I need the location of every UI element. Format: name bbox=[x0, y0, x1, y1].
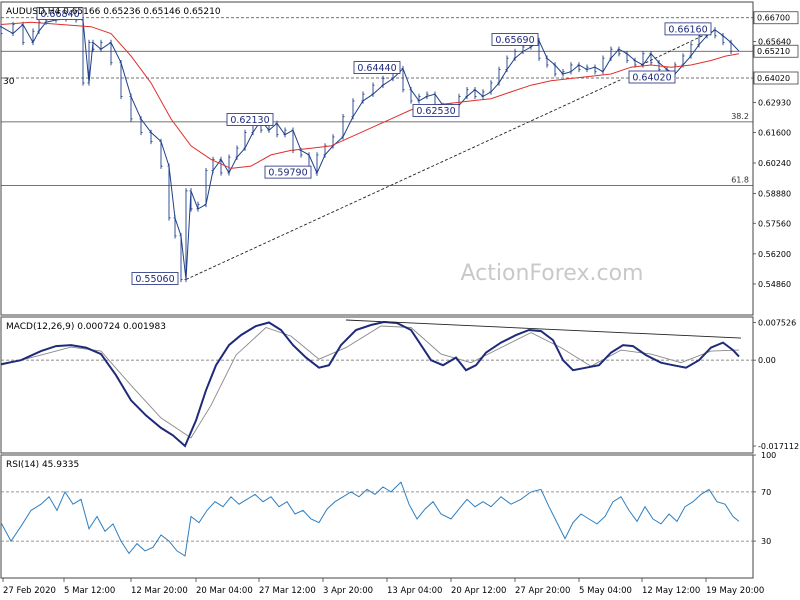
axis-price-badge-2: 0.64020 bbox=[753, 71, 799, 85]
axis-badge-text: 0.64020 bbox=[757, 74, 790, 83]
x-tick-label-9: 5 May 04:00 bbox=[579, 586, 632, 596]
rsi-tick-label-2: 30 bbox=[761, 537, 771, 546]
rsi-tick-label-0: 100 bbox=[761, 451, 776, 460]
x-tick-label-4: 27 Mar 12:00 bbox=[259, 586, 316, 596]
price-line bbox=[0, 14, 740, 280]
axis-badge-text: 0.65210 bbox=[757, 47, 790, 56]
price-label-4: 0.64440 bbox=[353, 61, 401, 74]
price-label-0: 0.66840 bbox=[36, 7, 84, 20]
price-label-box bbox=[664, 22, 712, 36]
axis-badge-box bbox=[753, 44, 799, 58]
price-label-6: 0.65690 bbox=[491, 33, 539, 46]
price-label-7: 0.64020 bbox=[628, 70, 676, 84]
price-label-8: 0.66160 bbox=[664, 22, 712, 36]
price-label-box bbox=[131, 272, 179, 285]
macd-layer bbox=[0, 319, 753, 448]
price-label-text: 0.55060 bbox=[135, 274, 174, 285]
x-tick-label-5: 3 Apr 20:00 bbox=[323, 586, 373, 596]
macd-tick-label-1: 0.00 bbox=[758, 356, 776, 365]
x-tick-label-1: 5 Mar 12:00 bbox=[64, 586, 115, 596]
x-tick-label-7: 20 Apr 12:00 bbox=[451, 586, 506, 596]
trendline-1 bbox=[640, 29, 716, 66]
price-label-text: 0.62130 bbox=[230, 115, 269, 126]
x-tick-label-10: 12 May 12:00 bbox=[642, 586, 700, 596]
x-tick-label-8: 27 Apr 20:00 bbox=[515, 586, 570, 596]
fib-label-3: 38.2 bbox=[731, 112, 749, 121]
price-label-text: 0.64020 bbox=[632, 73, 671, 84]
price-tick-label-7: 0.57560 bbox=[758, 219, 791, 228]
macd-signal-line bbox=[0, 325, 740, 439]
macd-panel-title: MACD(12,26,9) 0.000724 0.001983 bbox=[6, 322, 166, 332]
price-label-5: 0.62530 bbox=[412, 104, 460, 117]
price-label-box bbox=[412, 104, 460, 117]
macd-panel-frame bbox=[0, 316, 754, 454]
price-tick-label-9: 0.54860 bbox=[758, 280, 791, 289]
price-label-text: 0.59790 bbox=[268, 168, 307, 179]
rsi-layer bbox=[0, 481, 753, 557]
x-tick-label-2: 12 Mar 20:00 bbox=[131, 586, 188, 596]
price-label-box bbox=[36, 7, 84, 20]
axis-badge-text: 0.66700 bbox=[757, 14, 790, 23]
price-label-text: 0.66840 bbox=[40, 9, 79, 20]
price-label-box bbox=[264, 165, 312, 179]
price-label-1: 0.55060 bbox=[131, 272, 179, 285]
rsi-line bbox=[0, 481, 740, 557]
macd-tick-label-0: 0.007526 bbox=[758, 318, 796, 327]
fib-label-4: 61.8 bbox=[731, 175, 749, 184]
price-label-2: 0.62130 bbox=[226, 113, 274, 126]
price-label-3: 0.59790 bbox=[264, 165, 312, 179]
price-label-text: 0.65690 bbox=[495, 35, 534, 46]
axis-price-badge-1: 0.65210 bbox=[753, 44, 799, 58]
axis-badge-box bbox=[753, 11, 799, 25]
axis-badge-box bbox=[753, 71, 799, 85]
axis-layer: 0.66700 0.65640 0.64020 0.62930 0.61600 0.602… bbox=[2, 11, 799, 596]
rsi-panel-title: RSI(14) 45.9335 bbox=[6, 460, 79, 470]
price-layer: 38.2 61.8 0.66840 0.55060 0.62130 0.59790 0.64… bbox=[0, 7, 753, 285]
axis-price-badge-0: 0.66700 bbox=[753, 11, 799, 25]
price-label-text: 0.66160 bbox=[668, 24, 707, 35]
x-tick-label-0: 27 Feb 2020 bbox=[3, 586, 56, 596]
x-tick-label-3: 20 Mar 04:00 bbox=[196, 586, 253, 596]
macd-trendline bbox=[345, 319, 742, 339]
price-label-box bbox=[353, 61, 401, 74]
price-tick-label-5: 0.60240 bbox=[758, 159, 791, 168]
price-label-text: 0.62530 bbox=[416, 106, 455, 117]
price-label-box bbox=[226, 113, 274, 126]
price-label-box bbox=[491, 33, 539, 46]
rsi-tick-label-1: 70 bbox=[761, 488, 771, 497]
moving-average-line bbox=[0, 21, 740, 169]
price-tick-label-6: 0.58880 bbox=[758, 190, 791, 199]
price-label-text: 0.64440 bbox=[357, 63, 396, 74]
watermark: ActionForex.com bbox=[461, 261, 644, 286]
price-label-box bbox=[628, 70, 676, 84]
x-tick-label-11: 19 May 20:00 bbox=[706, 586, 764, 596]
macd-line bbox=[0, 320, 740, 448]
left-edge-label: 30 bbox=[3, 77, 15, 87]
price-tick-label-4: 0.61600 bbox=[758, 128, 791, 137]
price-tick-label-3: 0.62930 bbox=[758, 99, 791, 108]
macd-tick-label-2: -0.017112 bbox=[758, 442, 799, 451]
price-tick-label-8: 0.56200 bbox=[758, 250, 791, 259]
x-tick-label-6: 13 Apr 04:00 bbox=[387, 586, 442, 596]
price-tick-label-1: 0.65640 bbox=[758, 38, 791, 47]
rsi-panel-frame bbox=[0, 454, 754, 579]
price-panel-title: AUDUSD,H4 0.65166 0.65236 0.65146 0.6521… bbox=[6, 7, 221, 17]
